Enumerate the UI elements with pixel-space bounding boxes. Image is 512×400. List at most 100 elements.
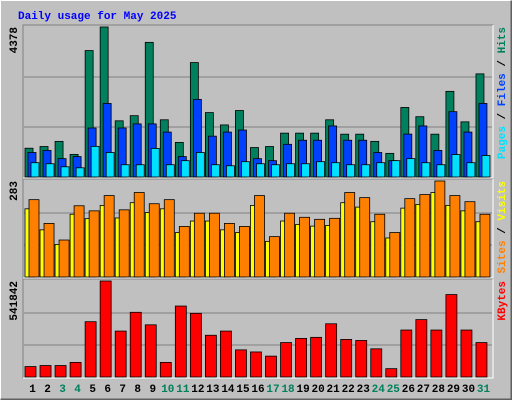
bar <box>165 164 175 178</box>
x-tick-label: 10 <box>161 384 174 396</box>
legend-entry: KBytes <box>497 281 509 321</box>
bar <box>208 212 220 278</box>
bar <box>466 162 476 178</box>
bar <box>60 166 70 178</box>
legend-entry: Hits <box>497 27 509 53</box>
bar <box>204 334 217 378</box>
y-tick-label: 4378 <box>9 27 21 54</box>
bar <box>235 349 247 378</box>
x-tick-label: 30 <box>462 384 475 396</box>
bar <box>314 218 326 278</box>
bar <box>361 164 371 178</box>
bar <box>370 348 383 378</box>
bar <box>430 329 443 378</box>
bar <box>445 294 458 378</box>
bar <box>54 365 67 378</box>
legend-separator: / <box>497 221 509 241</box>
x-tick-label: 22 <box>342 384 355 396</box>
bar <box>84 321 97 378</box>
bar <box>331 162 341 178</box>
bar <box>254 195 265 278</box>
bar <box>475 342 488 378</box>
bar <box>385 368 398 378</box>
bar <box>404 198 416 278</box>
bar <box>69 361 82 378</box>
bar <box>389 232 401 278</box>
x-tick-label: 28 <box>432 384 446 396</box>
bar <box>265 355 277 378</box>
plot-highlight <box>23 279 494 379</box>
bar <box>256 163 265 178</box>
bar <box>479 213 491 278</box>
bar <box>421 162 431 178</box>
bar <box>299 216 310 278</box>
x-tick-label: 29 <box>447 384 460 396</box>
bar <box>400 329 413 378</box>
x-tick-label: 1 <box>29 384 36 396</box>
bar <box>301 163 310 178</box>
bar <box>355 340 368 378</box>
plot-highlight <box>23 25 494 179</box>
bar <box>415 319 428 378</box>
x-tick-label: 23 <box>357 384 371 396</box>
bar <box>193 212 205 278</box>
bar <box>39 365 52 378</box>
x-tick-label: 15 <box>236 384 250 396</box>
bar <box>286 163 295 178</box>
legend: Pages / Files / Hits <box>497 27 509 159</box>
bar <box>460 329 473 378</box>
x-tick-label: 27 <box>417 384 430 396</box>
x-tick-label: 19 <box>296 384 309 396</box>
bar <box>269 236 280 278</box>
bar <box>220 330 232 378</box>
bar <box>24 366 37 378</box>
bar <box>45 163 55 178</box>
bar <box>374 213 386 278</box>
x-tick-label: 26 <box>402 384 415 396</box>
bar <box>280 342 292 378</box>
bar <box>75 167 85 178</box>
bar <box>150 148 160 178</box>
legend-entry: Visits <box>497 181 509 221</box>
y-tick-label: 541842 <box>9 281 21 321</box>
legend-entry: Files <box>497 73 509 106</box>
bar <box>359 197 371 278</box>
bar <box>105 152 115 178</box>
x-tick-label: 31 <box>477 384 491 396</box>
bar <box>250 351 262 378</box>
x-tick-label: 17 <box>266 384 279 396</box>
bar <box>148 203 160 278</box>
bar <box>419 194 431 278</box>
bar <box>99 280 112 378</box>
bar <box>30 162 40 178</box>
bar <box>226 165 235 178</box>
bar <box>451 154 461 178</box>
bar <box>114 330 127 378</box>
bar <box>133 192 145 278</box>
bar <box>310 336 323 378</box>
bar <box>241 161 250 178</box>
x-tick-label: 3 <box>59 384 66 396</box>
bar <box>103 195 115 278</box>
bar <box>329 217 341 278</box>
chart-title: Daily usage for May 2025 <box>18 11 177 23</box>
x-tick-label: 6 <box>104 384 111 396</box>
x-tick-label: 25 <box>387 384 401 396</box>
bar <box>144 324 157 378</box>
bar <box>159 361 172 378</box>
bar <box>224 223 235 278</box>
bar <box>481 155 491 178</box>
bar <box>284 212 295 278</box>
bar <box>189 312 202 378</box>
x-tick-label: 8 <box>134 384 141 396</box>
bar <box>346 164 356 178</box>
bar <box>436 164 446 178</box>
bar <box>464 201 476 278</box>
bar <box>129 311 142 378</box>
x-tick-label: 16 <box>251 384 264 396</box>
bar <box>316 161 326 178</box>
bar <box>178 226 190 278</box>
bar <box>28 199 40 278</box>
x-tick-label: 13 <box>206 384 220 396</box>
